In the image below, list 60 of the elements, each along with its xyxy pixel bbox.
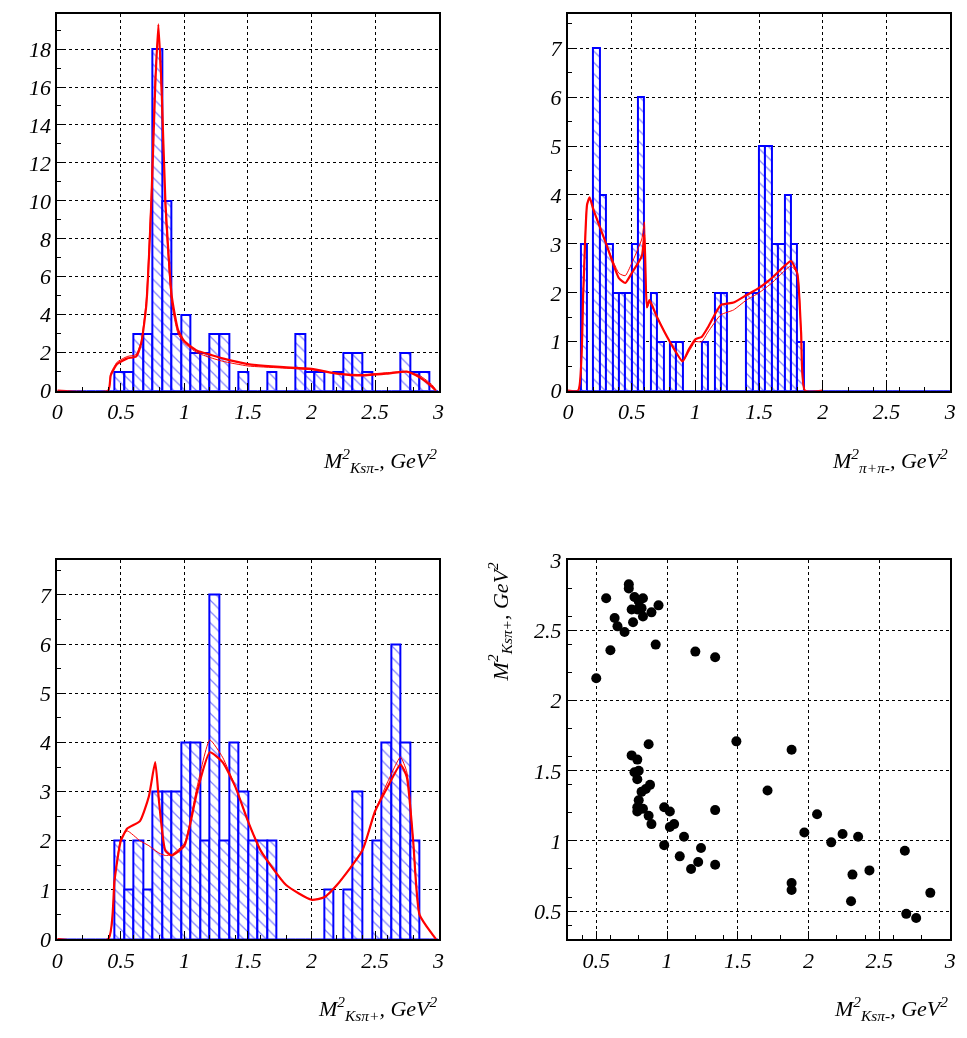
x-tick-label: 0.5 [582, 947, 610, 973]
y-tick-label: 0 [39, 926, 51, 952]
y-tick-label: 7 [550, 35, 563, 61]
x-tick-label: 2.5 [865, 947, 894, 973]
y-tick-label: 7 [39, 582, 52, 608]
x-tick-label: 2.5 [361, 399, 389, 425]
y-tick-label: 0 [39, 378, 51, 404]
x-axis-title: M$^{2}$$_{Ksπ+}$, GeV$^{2}$ [318, 993, 438, 1024]
y-tick-label: 4 [550, 182, 562, 208]
y-tick-label: 1.5 [534, 758, 562, 784]
x-tick-label: 3 [432, 399, 445, 425]
x-axis-title: M$^{2}$$_{π+π-}$, GeV$^{2}$ [832, 445, 949, 476]
y-tick-label: 6 [550, 84, 562, 110]
x-tick-label: 3 [943, 399, 956, 425]
x-tick-label: 1.5 [745, 399, 773, 425]
x-tick-label: 0.5 [617, 399, 646, 425]
x-tick-label: 3 [943, 947, 956, 973]
y-tick-label: 0.5 [534, 898, 562, 924]
x-tick-label: 3 [432, 947, 445, 973]
y-tick-label: 2 [550, 280, 562, 306]
x-tick-label: 1 [178, 399, 190, 425]
x-tick-label: 1.5 [234, 947, 262, 973]
x-axis-title: M$^{2}$$_{Ksπ-}$, GeV$^{2}$ [834, 993, 949, 1024]
x-tick-label: 2 [305, 947, 317, 973]
x-tick-label: 0.5 [107, 399, 135, 425]
y-tick-label: 8 [39, 226, 51, 252]
y-tick-label: 10 [28, 188, 51, 214]
y-tick-label: 5 [39, 680, 51, 706]
y-tick-label: 1 [550, 329, 562, 355]
y-tick-label: 12 [28, 150, 51, 176]
y-tick-label: 3 [549, 231, 562, 257]
y-tick-label: 3 [549, 548, 562, 574]
x-tick-label: 1.5 [234, 399, 262, 425]
y-tick-label: 2 [39, 340, 51, 366]
y-tick-label: 6 [39, 631, 51, 657]
y-tick-label: 4 [39, 302, 51, 328]
y-tick-label: 2 [550, 688, 562, 714]
x-tick-label: 0.5 [107, 947, 135, 973]
y-tick-label: 3 [38, 779, 51, 805]
x-tick-label: 2 [305, 399, 317, 425]
x-tick-label: 2.5 [361, 947, 389, 973]
y-tick-label: 16 [28, 74, 51, 100]
x-tick-label: 2 [817, 399, 829, 425]
y-tick-label: 18 [28, 36, 51, 62]
y-tick-label: 5 [550, 133, 562, 159]
x-tick-label: 1 [178, 947, 190, 973]
x-tick-label: 2.5 [872, 399, 901, 425]
y-tick-label: 1 [39, 877, 51, 903]
x-tick-label: 1 [689, 399, 701, 425]
x-tick-label: 1.5 [724, 947, 752, 973]
x-axis-title: M$^{2}$$_{Ksπ-}$, GeV$^{2}$ [323, 445, 438, 476]
y-tick-label: 4 [39, 730, 51, 756]
y-tick-label: 6 [39, 264, 51, 290]
y-tick-label: 2 [39, 828, 51, 854]
y-tick-label: 14 [28, 112, 51, 138]
y-tick-label: 2.5 [534, 618, 562, 644]
x-tick-label: 1 [661, 947, 673, 973]
y-tick-label: 1 [550, 828, 562, 854]
y-tick-label: 0 [550, 378, 562, 404]
x-tick-label: 2 [803, 947, 815, 973]
